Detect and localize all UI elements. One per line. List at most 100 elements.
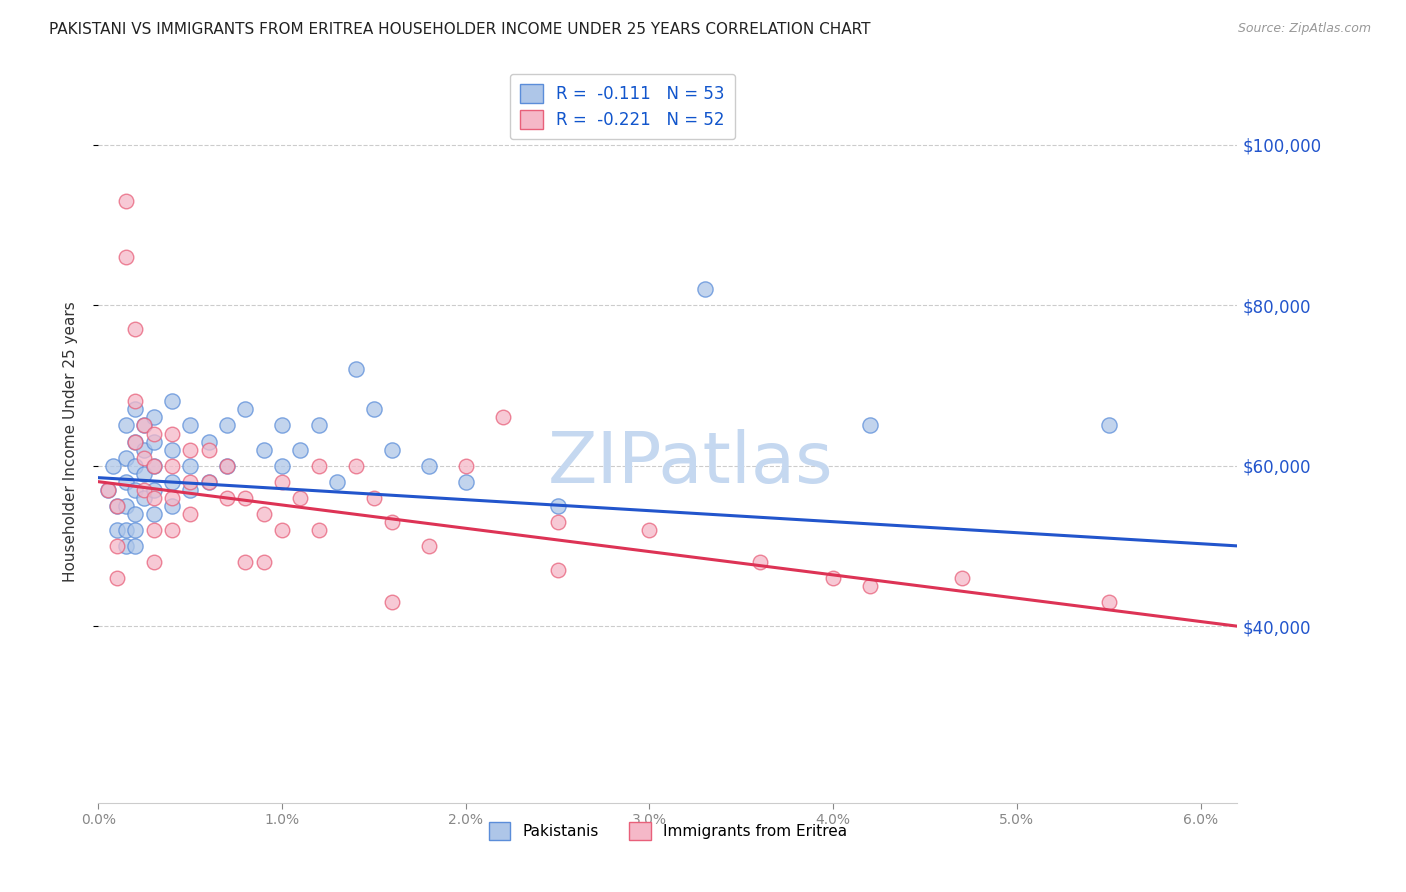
Point (344, 458, 367, 473)
Point (179, 418, 201, 433)
Point (235, 555, 257, 569)
Point (197, 442, 219, 457)
Point (105, 539, 128, 553)
Point (124, 458, 146, 473)
Point (124, 402, 146, 417)
Point (105, 499, 128, 513)
Point (179, 483, 201, 497)
Text: PAKISTANI VS IMMIGRANTS FROM ERITREA HOUSEHOLDER INCOME UNDER 25 YEARS CORRELATI: PAKISTANI VS IMMIGRANTS FROM ERITREA HOU… (49, 22, 870, 37)
Point (235, 402, 257, 417)
Point (134, 483, 156, 497)
Point (115, 523, 138, 537)
Point (142, 523, 165, 537)
Point (160, 491, 183, 505)
Point (253, 507, 276, 521)
Point (693, 282, 716, 296)
Point (271, 418, 294, 433)
Point (160, 426, 183, 441)
Point (101, 458, 124, 473)
Point (115, 194, 138, 208)
Point (160, 475, 183, 489)
Point (491, 410, 513, 425)
Point (179, 507, 201, 521)
Point (115, 418, 138, 433)
Point (418, 539, 440, 553)
Point (142, 410, 165, 425)
Point (454, 458, 477, 473)
Point (215, 458, 238, 473)
Point (638, 523, 661, 537)
Point (160, 394, 183, 409)
Point (859, 418, 882, 433)
Legend: Pakistanis, Immigrants from Eritrea: Pakistanis, Immigrants from Eritrea (482, 816, 853, 846)
Point (97, 483, 120, 497)
Point (179, 475, 201, 489)
Point (454, 475, 477, 489)
Point (124, 539, 146, 553)
Point (253, 555, 276, 569)
Point (134, 418, 156, 433)
Point (124, 434, 146, 449)
Point (142, 555, 165, 569)
Point (124, 507, 146, 521)
Point (215, 418, 238, 433)
Point (115, 475, 138, 489)
Point (290, 491, 312, 505)
Point (381, 442, 404, 457)
Point (253, 442, 276, 457)
Point (823, 571, 845, 585)
Point (381, 515, 404, 529)
Point (142, 491, 165, 505)
Point (97, 483, 120, 497)
Point (105, 499, 128, 513)
Point (1098, 595, 1121, 609)
Point (142, 434, 165, 449)
Point (363, 402, 385, 417)
Point (326, 475, 349, 489)
Point (160, 458, 183, 473)
Point (160, 523, 183, 537)
Point (115, 450, 138, 465)
Point (197, 475, 219, 489)
Point (142, 458, 165, 473)
Point (344, 362, 367, 376)
Text: ZIPatlas: ZIPatlas (548, 429, 834, 498)
Point (124, 483, 146, 497)
Point (115, 499, 138, 513)
Point (115, 539, 138, 553)
Point (547, 515, 569, 529)
Point (134, 418, 156, 433)
Point (748, 555, 770, 569)
Point (115, 250, 138, 264)
Point (134, 491, 156, 505)
Point (547, 499, 569, 513)
Point (105, 523, 128, 537)
Point (235, 491, 257, 505)
Text: Source: ZipAtlas.com: Source: ZipAtlas.com (1237, 22, 1371, 36)
Point (363, 491, 385, 505)
Point (308, 418, 330, 433)
Point (179, 458, 201, 473)
Point (124, 434, 146, 449)
Point (950, 571, 973, 585)
Point (290, 442, 312, 457)
Point (271, 475, 294, 489)
Point (381, 595, 404, 609)
Point (859, 579, 882, 593)
Y-axis label: Householder Income Under 25 years: Householder Income Under 25 years (63, 301, 77, 582)
Point (134, 467, 156, 481)
Point (124, 394, 146, 409)
Point (142, 458, 165, 473)
Point (547, 563, 569, 577)
Point (271, 523, 294, 537)
Point (160, 499, 183, 513)
Point (308, 523, 330, 537)
Point (160, 442, 183, 457)
Point (179, 442, 201, 457)
Point (197, 475, 219, 489)
Point (124, 322, 146, 336)
Point (215, 458, 238, 473)
Point (215, 491, 238, 505)
Point (142, 507, 165, 521)
Point (142, 483, 165, 497)
